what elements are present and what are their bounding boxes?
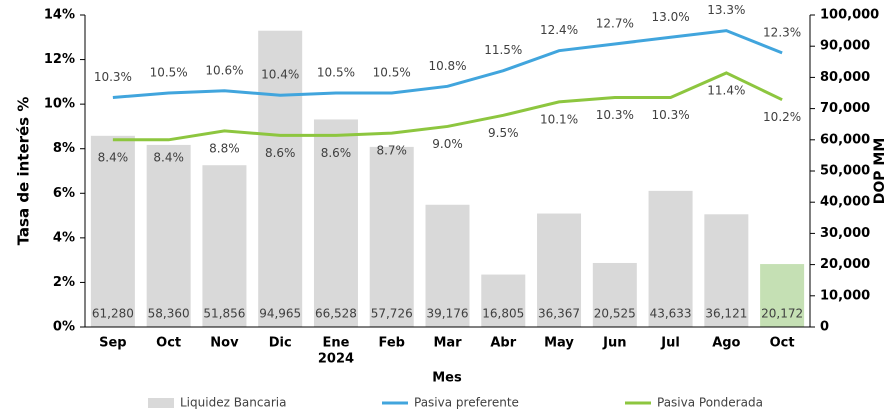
legend-label: Pasiva Ponderada [657, 396, 763, 410]
bar [760, 264, 805, 327]
y2-tick-label: 60,000 [820, 132, 870, 147]
line-value-label: 10.5% [150, 66, 188, 80]
line-value-label: 10.8% [428, 59, 466, 73]
line-value-label: 13.0% [652, 10, 690, 24]
y-tick-label: 6% [53, 186, 75, 201]
y2-tick-label: 90,000 [820, 39, 870, 54]
line-value-label: 12.3% [763, 25, 801, 39]
line-value-label: 11.5% [484, 43, 522, 57]
line-value-label: 10.3% [596, 108, 634, 122]
x-tick-label: May [544, 336, 574, 351]
bar-value-label: 57,726 [371, 307, 413, 321]
bar [425, 204, 470, 327]
x-tick-label: Jun [602, 336, 626, 351]
line-value-label: 10.3% [652, 108, 690, 122]
y-tick-label: 10% [44, 97, 75, 112]
bar-value-label: 94,965 [259, 307, 301, 321]
y2-tick-label: 40,000 [820, 195, 870, 210]
bar-value-label: 61,280 [92, 307, 134, 321]
x-tick-label: Ago [712, 336, 740, 351]
y2-tick-label: 80,000 [820, 70, 870, 85]
line-value-label: 12.4% [540, 23, 578, 37]
y2-tick-label: 0 [820, 320, 829, 335]
x-tick-sublabel: 2024 [318, 352, 354, 367]
x-tick-label: Dic [269, 336, 292, 351]
y-tick-label: 12% [44, 52, 75, 67]
bar [704, 214, 749, 327]
bar-value-label: 20,172 [761, 307, 803, 321]
line-value-label: 8.4% [98, 150, 129, 164]
x-tick-label: Nov [210, 336, 239, 351]
bar-value-label: 36,367 [538, 307, 580, 321]
x-axis-label: Mes [432, 371, 462, 386]
y2-tick-label: 100,000 [820, 8, 879, 23]
x-tick-label: Oct [156, 336, 181, 351]
y2-tick-label: 10,000 [820, 288, 870, 303]
line-value-label: 9.0% [432, 137, 463, 151]
bar-value-label: 43,633 [650, 307, 692, 321]
bar-value-label: 58,360 [148, 307, 190, 321]
bar [648, 190, 693, 327]
bar [90, 135, 135, 327]
line-value-label: 10.3% [94, 70, 132, 84]
line-value-label: 10.5% [317, 66, 355, 80]
line-value-label: 8.6% [321, 146, 352, 160]
y-axis-label: Tasa de interés % [15, 97, 33, 246]
y-tick-label: 2% [53, 275, 75, 290]
y-tick-label: 8% [53, 141, 75, 156]
bar-value-label: 66,528 [315, 307, 357, 321]
bar-value-label: 16,805 [482, 307, 524, 321]
x-tick-label: Jul [660, 336, 680, 351]
line-value-label: 8.4% [153, 150, 184, 164]
x-tick-label: Feb [378, 336, 404, 351]
y-tick-label: 0% [53, 320, 75, 335]
line-value-label: 8.7% [376, 144, 407, 158]
bar-value-label: 36,121 [705, 307, 747, 321]
line-value-label: 10.4% [261, 68, 299, 82]
bar-value-label: 51,856 [203, 307, 245, 321]
y2-tick-label: 20,000 [820, 257, 870, 272]
line-value-label: 11.4% [707, 83, 745, 97]
legend-swatch [148, 398, 174, 408]
bar [146, 144, 191, 327]
legend-label: Pasiva preferente [414, 396, 519, 410]
y2-tick-label: 50,000 [820, 164, 870, 179]
line-value-label: 10.6% [205, 63, 243, 77]
y2-tick-label: 30,000 [820, 226, 870, 241]
line [112, 71, 783, 142]
bar [592, 262, 637, 327]
y-tick-label: 14% [44, 8, 75, 23]
line-value-label: 10.2% [763, 110, 801, 124]
line-value-label: 12.7% [596, 16, 634, 30]
x-tick-label: Oct [770, 336, 795, 351]
line [112, 29, 783, 99]
line-value-label: 8.6% [265, 146, 296, 160]
line-value-label: 10.1% [540, 112, 578, 126]
y-tick-label: 4% [53, 230, 75, 245]
line-value-label: 13.3% [707, 3, 745, 17]
bar [369, 146, 414, 327]
line-value-label: 10.5% [373, 66, 411, 80]
line-value-label: 9.5% [488, 126, 519, 140]
x-tick-label: Ene [322, 336, 349, 351]
bar [313, 119, 358, 327]
bar [537, 213, 582, 327]
bar-value-label: 39,176 [427, 307, 469, 321]
x-tick-label: Abr [490, 336, 516, 351]
x-tick-label: Sep [99, 336, 127, 351]
bar [481, 274, 526, 327]
legend-label: Liquidez Bancaria [180, 396, 286, 410]
line-value-label: 8.8% [209, 141, 240, 155]
x-tick-label: Mar [433, 336, 462, 351]
bar-value-label: 20,525 [594, 307, 636, 321]
bar [202, 165, 247, 327]
bar [258, 30, 303, 328]
y2-tick-label: 70,000 [820, 101, 870, 116]
y2-axis-label: DOP MM [872, 138, 888, 205]
